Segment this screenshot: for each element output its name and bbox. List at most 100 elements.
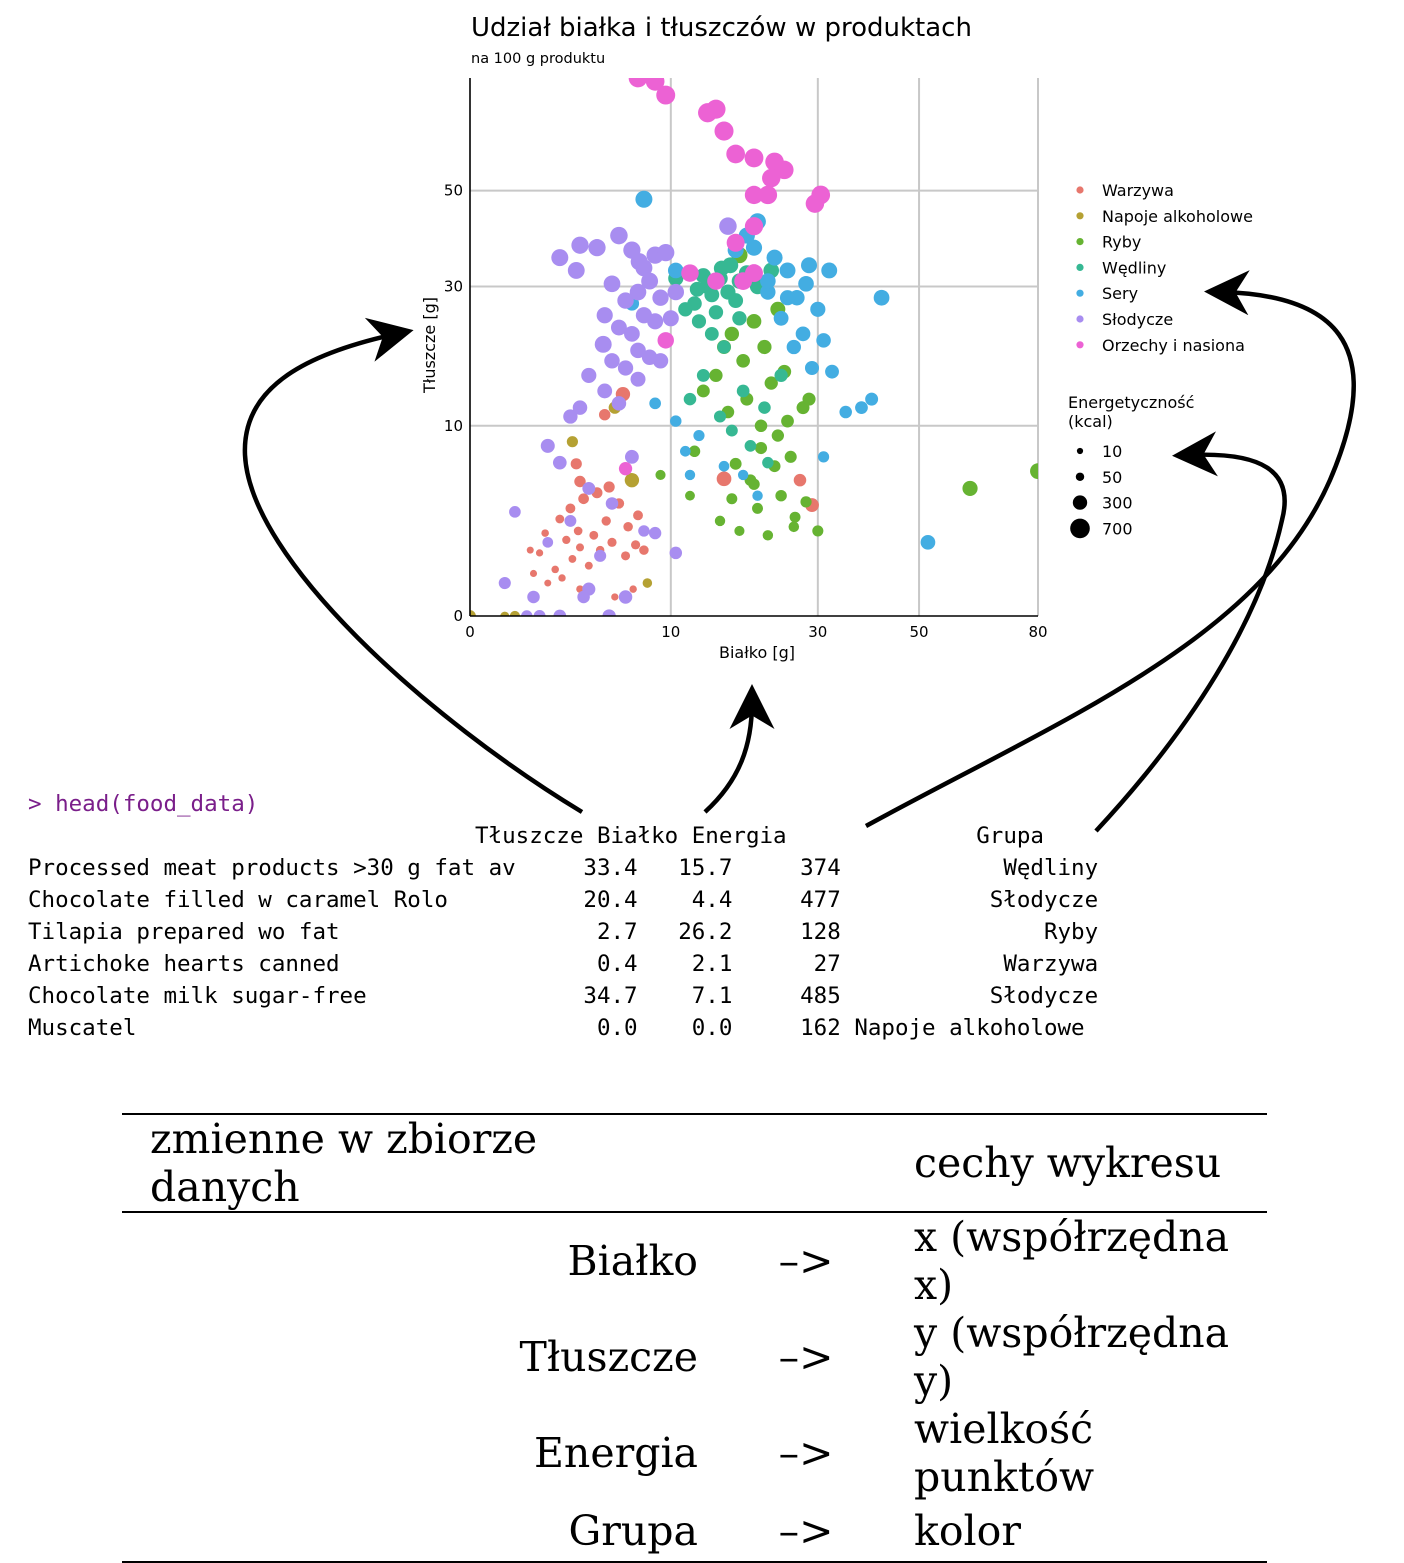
data-point	[551, 249, 569, 267]
legend-color-key	[1076, 263, 1084, 271]
arrow-energy-to-size-legend	[1094, 431, 1287, 833]
data-point	[812, 525, 824, 537]
data-point	[535, 549, 544, 557]
data-point	[696, 368, 710, 382]
console-header: Tłuszcze Białko Energia Grupa	[28, 823, 1044, 849]
data-point	[748, 478, 760, 490]
data-point	[816, 333, 831, 348]
data-point	[762, 168, 781, 188]
legend-color-key	[1076, 289, 1084, 297]
y-tick-label: 50	[444, 182, 463, 200]
mapping-row: Energia –> wielkość punktów	[122, 1405, 1267, 1501]
data-point	[766, 249, 783, 266]
x-tick-label: 30	[808, 623, 827, 641]
data-point	[800, 496, 812, 508]
data-point	[789, 511, 801, 523]
data-point	[667, 262, 684, 279]
data-point	[642, 578, 653, 588]
data-point	[1030, 463, 1038, 480]
x-axis-label: Białko [g]	[719, 643, 795, 662]
data-point	[752, 490, 763, 501]
mapping-feature: kolor	[914, 1507, 1021, 1555]
x-tick-label: 50	[909, 623, 928, 641]
y-axis-label: Tłuszcze [g]	[420, 297, 439, 394]
data-point	[707, 272, 725, 290]
data-point	[732, 311, 747, 326]
legend-color-label: Ryby	[1102, 233, 1141, 252]
data-point	[737, 469, 749, 481]
data-point	[684, 469, 696, 481]
data-point	[798, 276, 814, 292]
data-point	[784, 450, 797, 463]
data-point	[611, 593, 619, 601]
data-point	[529, 569, 538, 578]
data-point	[795, 326, 811, 342]
data-point	[718, 460, 730, 472]
mapping-feature: y (współrzędna y)	[914, 1309, 1230, 1405]
mapping-feature: wielkość punktów	[914, 1405, 1095, 1501]
arrow-fat-to-y-axis	[242, 317, 584, 814]
mapping-feature: x (współrzędna x)	[914, 1213, 1230, 1309]
data-point	[498, 577, 511, 590]
data-point	[695, 268, 711, 284]
console-row: Artichoke hearts canned 0.4 2.1 27 Warzy…	[28, 951, 1099, 977]
legend-color-key	[1076, 238, 1084, 246]
data-point	[691, 314, 707, 329]
data-point	[598, 408, 611, 421]
data-point	[572, 400, 588, 415]
data-point	[628, 78, 648, 88]
data-point	[714, 121, 734, 141]
data-point	[575, 543, 585, 552]
data-point	[624, 325, 640, 342]
data-point	[500, 611, 510, 616]
data-point	[736, 384, 750, 398]
mapping-header-features: cechy wykresu	[914, 1139, 1222, 1187]
data-point	[563, 409, 578, 424]
y-tick-label: 30	[444, 278, 463, 296]
data-point	[635, 190, 653, 208]
data-point	[623, 522, 633, 532]
console-row: Tilapia prepared wo fat 2.7 26.2 128 Ryb…	[28, 919, 1099, 945]
data-point	[509, 505, 521, 518]
data-point	[706, 99, 726, 119]
data-point	[542, 536, 554, 548]
mapping-header-spacer	[698, 1114, 914, 1212]
data-point	[527, 590, 540, 604]
data-point	[758, 185, 778, 205]
data-point	[578, 493, 589, 505]
data-point	[589, 530, 599, 540]
chart-subtitle: na 100 g produktu	[471, 51, 605, 67]
data-point	[744, 440, 757, 452]
data-point	[771, 429, 785, 442]
data-point	[584, 561, 593, 570]
data-point	[566, 436, 578, 448]
mapping-arrow: –>	[778, 1429, 834, 1477]
data-point	[760, 273, 776, 289]
data-point	[617, 360, 634, 376]
arrow-protein-to-x-axis	[703, 684, 775, 814]
data-point	[920, 534, 936, 550]
data-point	[685, 490, 695, 501]
data-point	[602, 609, 616, 616]
data-point	[758, 401, 771, 414]
legend-color-key	[1076, 341, 1084, 349]
chart-title: Udział białka i tłuszczów w produktach	[471, 13, 972, 43]
data-point	[667, 283, 685, 301]
data-point	[704, 326, 719, 341]
data-point	[788, 521, 800, 533]
data-point	[744, 217, 764, 236]
data-point	[722, 257, 739, 274]
x-tick-label: 10	[661, 623, 680, 641]
data-point	[773, 310, 789, 326]
mapping-row: Grupa –> kolor	[122, 1501, 1267, 1562]
legend-size-key	[1075, 472, 1085, 482]
mapping-row: Białko –> x (współrzędna x)	[122, 1212, 1267, 1309]
data-point	[781, 414, 794, 428]
data-point	[752, 502, 764, 514]
data-point	[962, 480, 978, 496]
data-points	[470, 78, 1038, 616]
data-point	[760, 284, 776, 300]
mapping-variable: Białko	[567, 1237, 698, 1285]
data-point	[574, 475, 586, 488]
data-point	[669, 546, 683, 560]
